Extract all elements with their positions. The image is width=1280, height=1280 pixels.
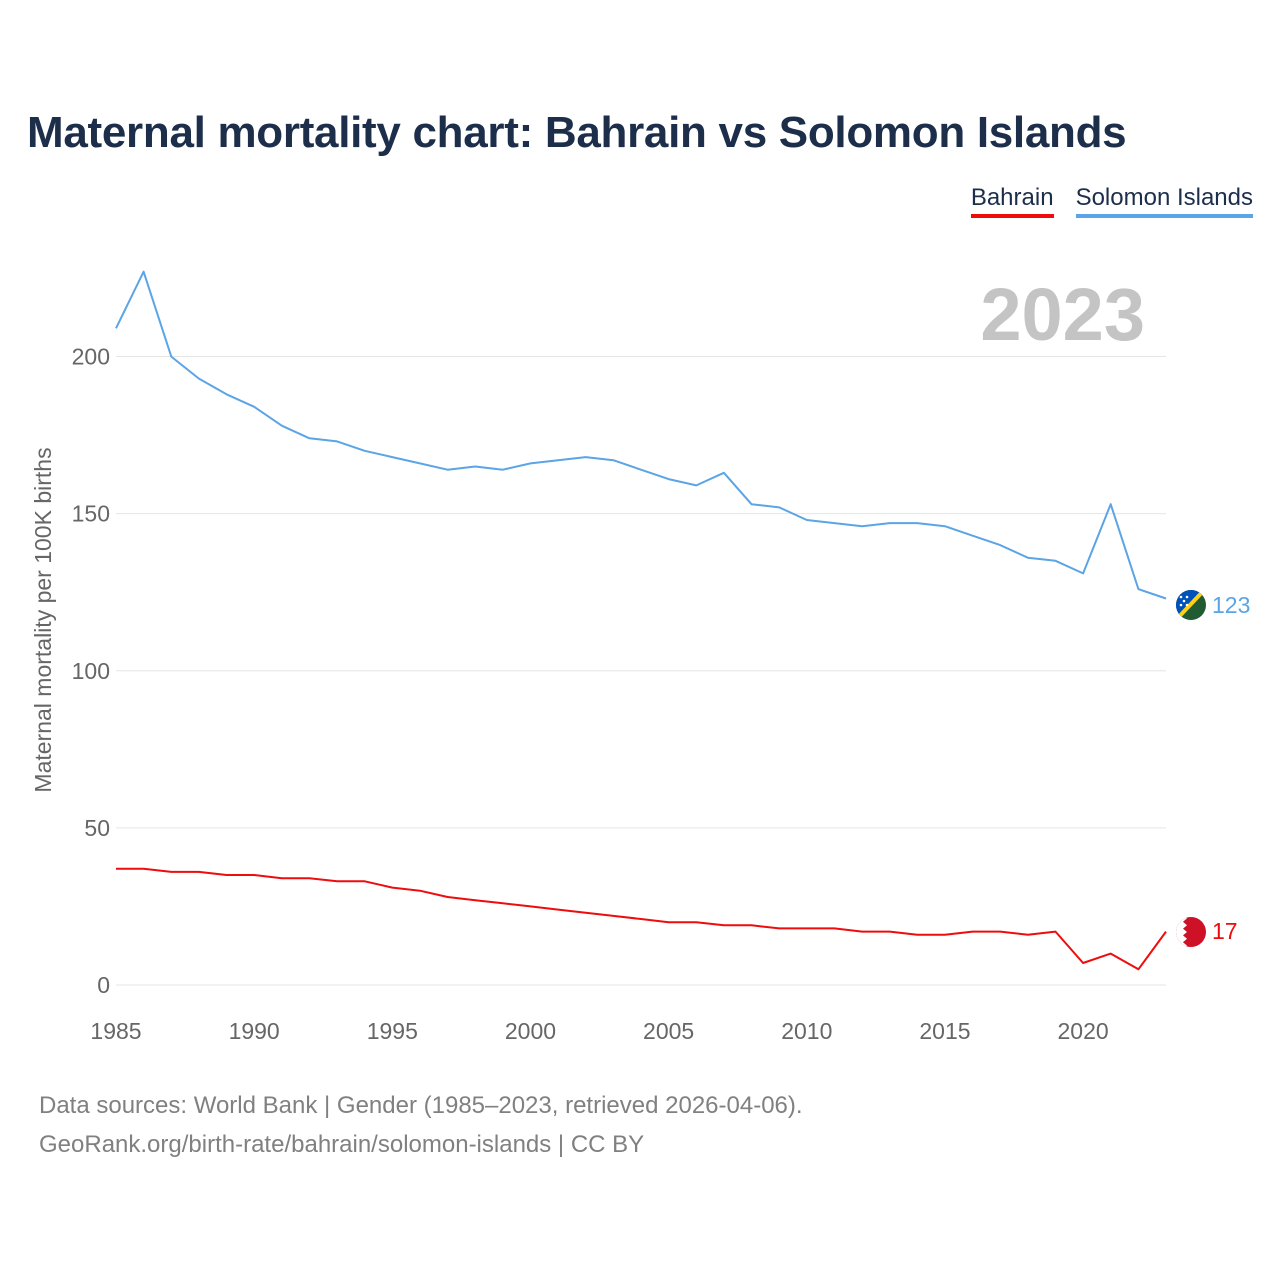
x-tick-label: 2015	[919, 1018, 970, 1044]
series-lines	[115, 270, 1167, 971]
legend: Bahrain Solomon Islands	[970, 184, 1253, 218]
source-line-1: Data sources: World Bank | Gender (1985–…	[39, 1092, 803, 1119]
x-tick-label: 2020	[1058, 1018, 1109, 1044]
bahrain-end-label: 17	[1212, 918, 1238, 944]
x-tick-label: 2010	[781, 1018, 832, 1044]
source-note: Data sources: World Bank | Gender (1985–…	[39, 1086, 803, 1164]
solomon-islands-end-label: 123	[1212, 592, 1250, 618]
series-line-bahrain	[116, 867, 1167, 971]
x-tick-label: 1995	[367, 1018, 418, 1044]
y-tick-label: 0	[97, 972, 110, 998]
legend-item-bahrain[interactable]: Bahrain	[970, 184, 1054, 218]
y-tick-label: 100	[72, 658, 110, 684]
grid-lines	[116, 356, 1166, 986]
y-tick-label: 50	[84, 815, 110, 841]
series-line-solomon-islands	[115, 270, 1167, 600]
y-axis-ticks: 0 50 100 150 200	[72, 344, 110, 998]
x-tick-label: 2000	[505, 1018, 556, 1044]
x-tick-label: 1985	[90, 1018, 141, 1044]
y-axis-label: Maternal mortality per 100K births	[30, 447, 56, 792]
solomon-islands-flag-icon	[1176, 590, 1206, 620]
x-tick-label: 1990	[229, 1018, 280, 1044]
x-axis-ticks: 1985 1990 1995 2000 2005 2010 2015 2020	[90, 1018, 1108, 1044]
source-line-2: GeoRank.org/birth-rate/bahrain/solomon-i…	[39, 1131, 645, 1158]
legend-item-solomon-islands[interactable]: Solomon Islands	[1075, 184, 1253, 218]
bahrain-flag-icon	[1176, 917, 1206, 947]
y-tick-label: 200	[72, 344, 110, 370]
chart-title: Maternal mortality chart: Bahrain vs Sol…	[27, 108, 1127, 157]
x-tick-label: 2005	[643, 1018, 694, 1044]
year-label: 2023	[980, 273, 1145, 356]
y-tick-label: 150	[72, 501, 110, 527]
